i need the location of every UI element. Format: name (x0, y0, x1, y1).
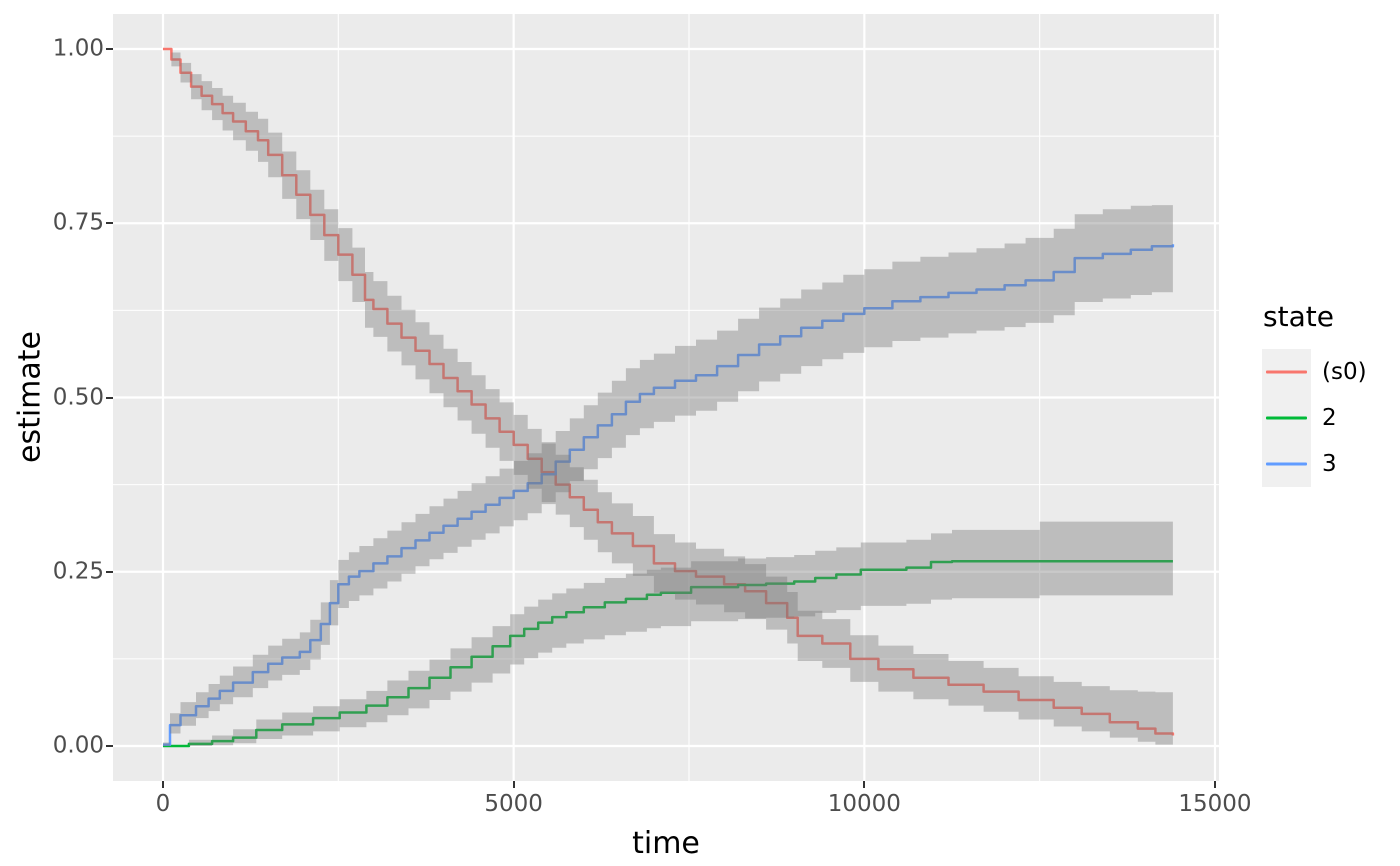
y-tick-label: 0.00 (52, 732, 104, 759)
x-tick-label: 5000 (484, 791, 543, 817)
legend-key-line-icon (1266, 462, 1307, 466)
legend-key-swatch (1262, 395, 1311, 441)
y-tick-mark (106, 222, 113, 225)
y-tick-mark (106, 48, 113, 50)
series-ribbon-(s0) (163, 49, 1173, 746)
legend-item-3: 3 (1262, 441, 1367, 487)
y-tick-label: 1.00 (52, 35, 104, 62)
series-line-(s0) (163, 47, 1175, 736)
legend: state (s0) 2 3 (1262, 300, 1367, 487)
series-line-3 (163, 244, 1175, 746)
legend-key-line-icon (1266, 370, 1307, 374)
legend-item-label: 2 (1322, 405, 1337, 431)
y-tick-label: 0.75 (52, 209, 104, 236)
plot-panel (113, 14, 1219, 781)
legend-item-(s0): (s0) (1262, 349, 1367, 395)
x-tick-label: 15000 (1178, 791, 1252, 817)
x-tick-mark (863, 781, 866, 788)
legend-item-label: (s0) (1322, 359, 1367, 385)
y-tick-mark (106, 745, 113, 747)
legend-key-swatch (1262, 441, 1311, 487)
legend-key-line-icon (1266, 416, 1307, 420)
x-tick-label: 0 (155, 791, 171, 817)
x-tick-label: 10000 (827, 791, 901, 817)
y-tick-label: 0.25 (52, 558, 104, 585)
series-line-2 (163, 560, 1173, 748)
legend-key-swatch (1262, 349, 1311, 395)
y-tick-mark (106, 570, 113, 573)
y-tick-label: 0.50 (52, 384, 104, 410)
x-tick-mark (162, 781, 164, 788)
x-tick-mark (1213, 781, 1216, 788)
legend-items: (s0) 2 3 (1262, 349, 1367, 487)
plot-canvas (113, 14, 1219, 781)
legend-item-label: 3 (1322, 451, 1337, 477)
y-tick-mark (106, 396, 113, 399)
legend-item-2: 2 (1262, 395, 1367, 441)
series-ribbon-3 (163, 204, 1173, 746)
x-axis-title: time (632, 826, 700, 861)
x-tick-mark (512, 781, 515, 788)
y-axis-title-text: estimate (12, 330, 48, 464)
legend-title: state (1263, 300, 1334, 333)
series-ribbon-2 (163, 519, 1173, 746)
